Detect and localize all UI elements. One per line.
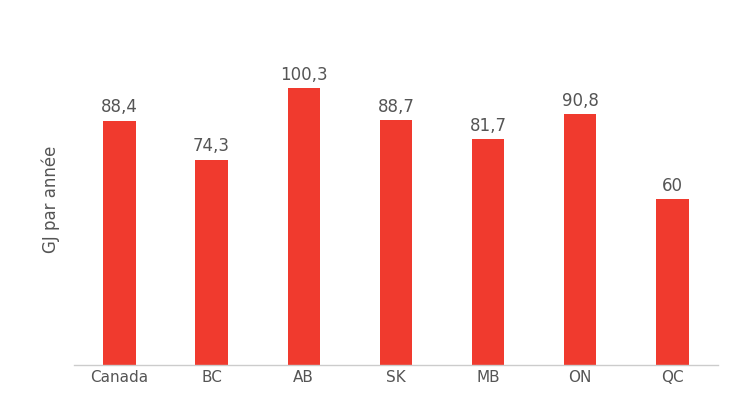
Bar — [656, 199, 688, 365]
Text: 90,8: 90,8 — [562, 92, 599, 110]
Bar — [104, 121, 135, 365]
Bar — [195, 160, 228, 365]
Bar — [564, 114, 596, 365]
Text: 81,7: 81,7 — [470, 117, 507, 135]
Text: 60: 60 — [662, 177, 683, 195]
Text: 88,7: 88,7 — [377, 98, 414, 116]
Text: 100,3: 100,3 — [280, 66, 328, 83]
Bar — [472, 139, 504, 365]
Text: 88,4: 88,4 — [101, 98, 138, 117]
Y-axis label: GJ par année: GJ par année — [41, 146, 60, 253]
Text: 74,3: 74,3 — [193, 137, 230, 156]
Bar — [380, 120, 412, 365]
Bar — [288, 88, 320, 365]
